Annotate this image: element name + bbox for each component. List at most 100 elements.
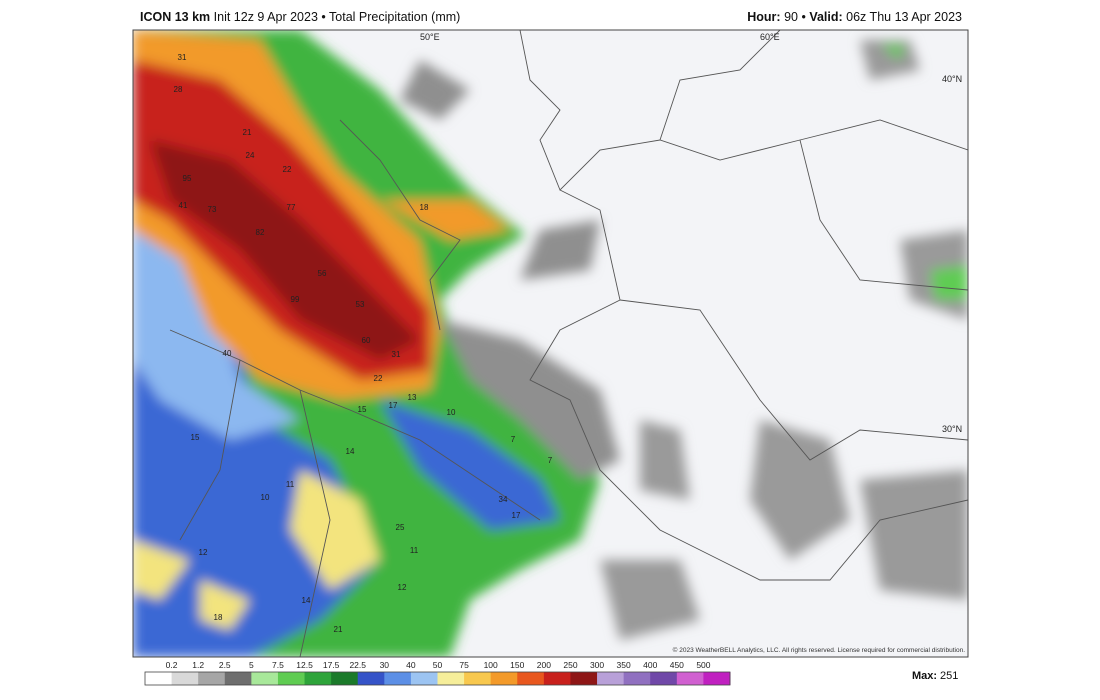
separator: • [801, 10, 806, 24]
legend-label: 5 [249, 660, 254, 670]
map-value: 14 [302, 596, 311, 605]
map-value: 99 [291, 295, 300, 304]
legend-label: 350 [617, 660, 631, 670]
map-value: 34 [499, 495, 508, 504]
valid-label: Valid: [809, 10, 843, 24]
borders [169, 30, 968, 657]
valid: 06z Thu 13 Apr 2023 [846, 10, 962, 24]
model: ICON 13 km [140, 10, 211, 24]
max-value: 251 [940, 670, 958, 682]
map-value: 60 [362, 336, 371, 345]
legend-label: 450 [670, 660, 684, 670]
map-value: 15 [191, 433, 200, 442]
header-right: Hour: 90 • Valid: 06z Thu 13 Apr 2023 [747, 10, 962, 24]
legend-label: 12.5 [296, 660, 313, 670]
legend-swatch [145, 672, 173, 685]
legend-swatch [384, 672, 412, 685]
lat-label: 40°N [942, 74, 962, 84]
precip-field [133, 30, 968, 657]
map-value: 15 [358, 405, 367, 414]
map [133, 30, 968, 657]
lon-label: 60°E [760, 32, 780, 42]
map-frame [132, 29, 969, 658]
legend-label: 40 [406, 660, 416, 670]
legend-swatch [490, 672, 518, 685]
map-value: 17 [389, 401, 398, 410]
map-value: 10 [261, 493, 270, 502]
map-value: 13 [408, 393, 417, 402]
legend-label: 200 [537, 660, 551, 670]
legend-label: 150 [510, 660, 524, 670]
map-value: 21 [243, 128, 252, 137]
legend-label: 2.5 [219, 660, 231, 670]
legend-frame [144, 671, 731, 686]
map-value: 25 [396, 523, 405, 532]
legend-label: 30 [380, 660, 390, 670]
legend-swatch [464, 672, 492, 685]
legend-swatch [171, 672, 199, 685]
legend: 0.2 1.2 2.5 5 7.5 12.5 17.5 22.5 30 40 50 75 100 150 2… [144, 660, 731, 686]
map-value: 10 [447, 408, 456, 417]
legend-label: 300 [590, 660, 604, 670]
lon-label: 50°E [420, 32, 440, 42]
legend-label: 22.5 [349, 660, 366, 670]
legend-label: 75 [459, 660, 469, 670]
map-value: 56 [318, 269, 327, 278]
header-left: ICON 13 km Init 12z 9 Apr 2023 • Total P… [140, 10, 460, 24]
legend-swatch [304, 672, 332, 685]
map-value: 73 [208, 205, 217, 214]
map-value: 31 [392, 350, 401, 359]
map-value: 11 [286, 480, 295, 489]
hour: 90 [784, 10, 798, 24]
map-value: 12 [199, 548, 208, 557]
legend-label: 0.2 [166, 660, 178, 670]
hour-label: Hour: [747, 10, 781, 24]
legend-swatch [570, 672, 598, 685]
field: Total Precipitation (mm) [329, 10, 461, 24]
map-value: 18 [214, 613, 223, 622]
legend-swatch [543, 672, 571, 685]
legend-swatch [224, 672, 252, 685]
map-value: 40 [223, 349, 232, 358]
map-value: 7 [548, 456, 553, 465]
legend-swatch [437, 672, 465, 685]
legend-label: 500 [696, 660, 710, 670]
legend-swatch [331, 672, 359, 685]
max-label: Max: [912, 670, 937, 682]
map-value: 24 [246, 151, 255, 160]
map-value: 22 [283, 165, 292, 174]
legend-label: 50 [433, 660, 443, 670]
legend-label: 7.5 [272, 660, 284, 670]
legend-swatch [277, 672, 306, 685]
map-value: 7 [511, 435, 516, 444]
legend-swatch [410, 672, 438, 685]
map-value: 18 [420, 203, 429, 212]
legend-swatch [650, 672, 678, 685]
legend-swatch [597, 672, 625, 685]
lat-label: 30°N [942, 424, 962, 434]
map-value: 14 [346, 447, 355, 456]
legend-label: 400 [643, 660, 657, 670]
map-value: 82 [256, 228, 265, 237]
legend-label: 17.5 [323, 660, 340, 670]
legend-label: 250 [563, 660, 577, 670]
legend-swatch [623, 672, 651, 685]
legend-swatch [517, 672, 545, 685]
legend-swatch [703, 672, 731, 685]
init: Init 12z 9 Apr 2023 [213, 10, 318, 24]
map-value: 17 [512, 511, 521, 520]
separator: • [321, 10, 326, 24]
legend-swatch [357, 672, 385, 685]
credit: © 2023 WeatherBELL Analytics, LLC. All r… [673, 646, 966, 654]
map-value: 22 [374, 374, 383, 383]
legend-swatch [676, 672, 704, 685]
map-value: 11 [410, 546, 419, 555]
map-value: 41 [179, 201, 188, 210]
map-value: 28 [174, 85, 183, 94]
legend-label: 100 [484, 660, 498, 670]
map-value: 53 [356, 300, 365, 309]
map-value: 31 [178, 53, 187, 62]
